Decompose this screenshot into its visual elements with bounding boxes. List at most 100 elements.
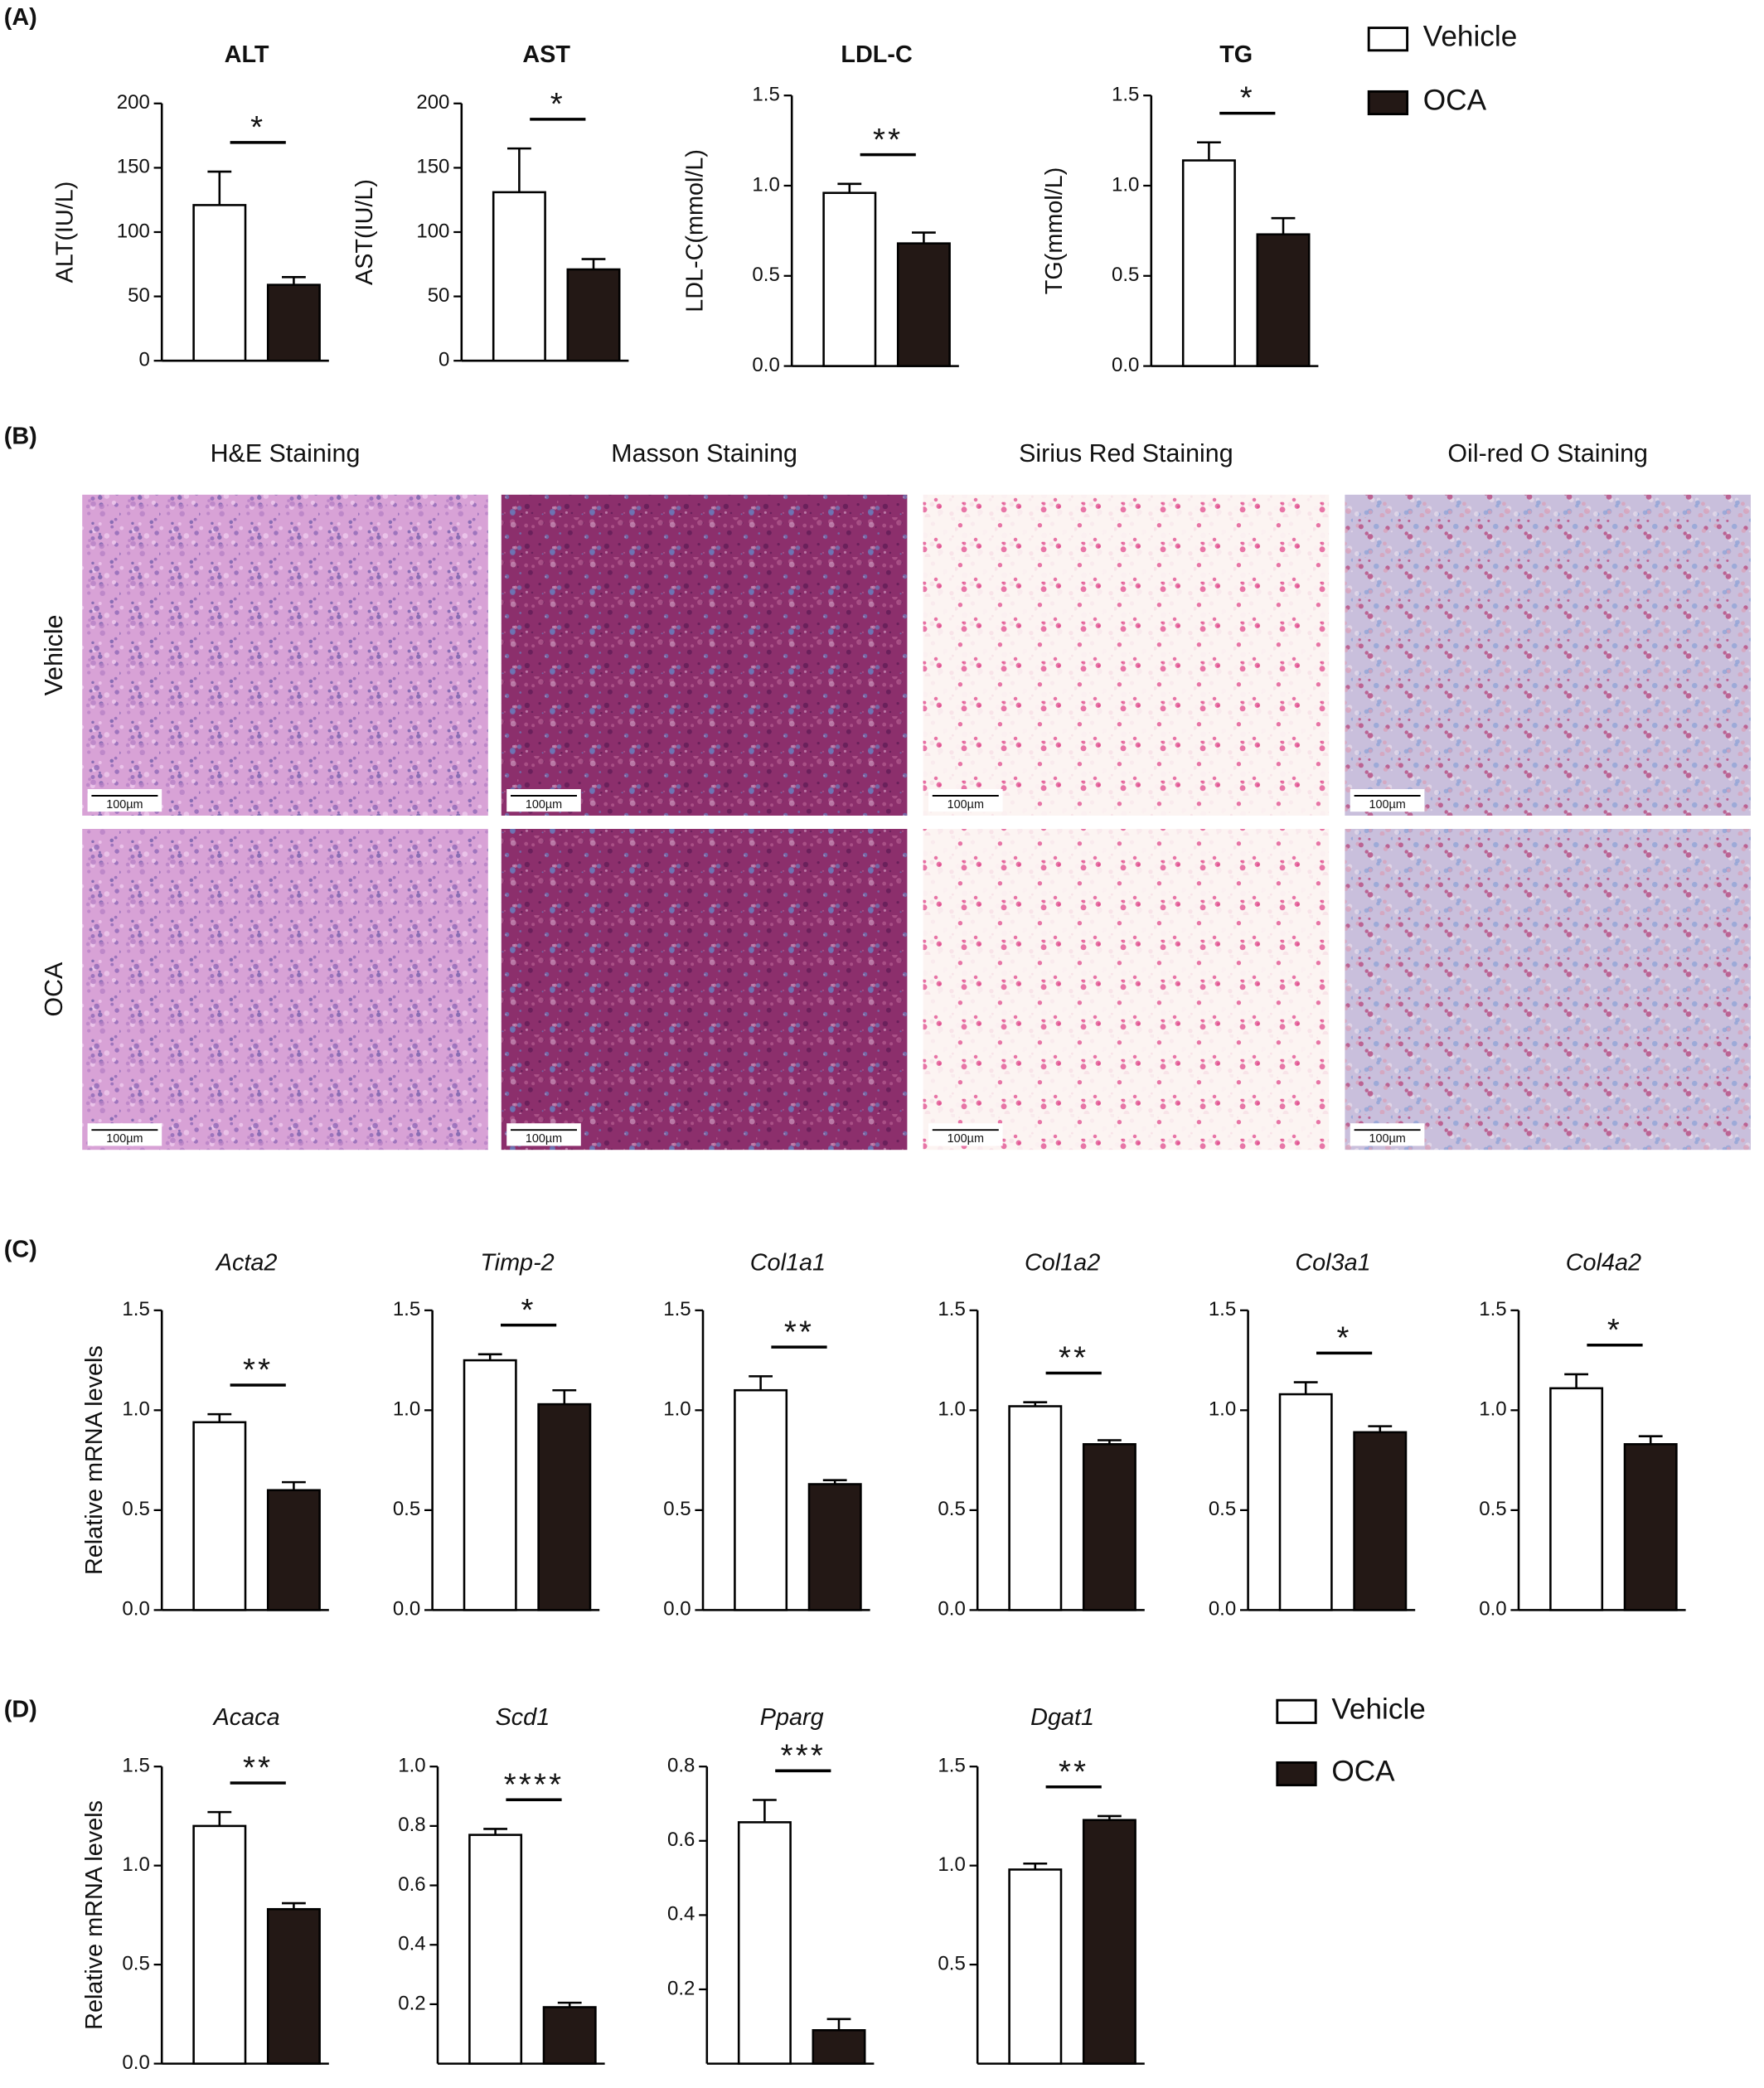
legend-swatch <box>1276 1761 1317 1787</box>
scale-bar-label: 100µm <box>106 798 143 811</box>
significance-label: * <box>1240 80 1255 116</box>
scale-bar-box <box>506 1123 581 1146</box>
histology-image <box>501 494 908 816</box>
y-tick-label: 0.0 <box>663 1598 691 1621</box>
y-tick-label: 1.5 <box>122 1298 149 1320</box>
y-tick-label: 0.4 <box>667 1903 695 1926</box>
y-tick-label: 1.0 <box>752 173 779 196</box>
bar <box>1549 1387 1604 1611</box>
histology-image <box>923 494 1330 816</box>
scale-bar-label: 100µm <box>1369 1132 1405 1146</box>
legend-label: OCA <box>1331 1755 1395 1787</box>
chart-title: Dgat1 <box>1030 1704 1094 1731</box>
y-tick-label: 0.4 <box>398 1933 425 1955</box>
y-tick-label: 150 <box>416 156 449 178</box>
bar <box>896 242 951 367</box>
bar <box>192 1421 247 1611</box>
y-tick-label: 0 <box>138 349 149 371</box>
bar <box>1082 1819 1136 2065</box>
y-tick-label: 100 <box>117 220 150 242</box>
chart-title: LDL-C <box>841 41 913 68</box>
bar <box>1278 1393 1333 1611</box>
legend-label: OCA <box>1423 84 1487 116</box>
significance-label: * <box>1337 1320 1352 1356</box>
significance-label: ** <box>784 1314 814 1349</box>
chart-title: Col1a2 <box>1025 1249 1100 1276</box>
chart-title: Acta2 <box>215 1249 278 1276</box>
significance-label: ** <box>243 1750 273 1785</box>
y-tick-label: 0.5 <box>1479 1498 1506 1520</box>
bar <box>266 1489 321 1611</box>
y-tick-label: 1.0 <box>663 1398 691 1421</box>
significance-label: *** <box>781 1737 826 1773</box>
y-tick-label: 50 <box>428 284 450 307</box>
y-tick-label: 0.5 <box>938 1952 965 1974</box>
y-tick-label: 1.5 <box>938 1755 965 1777</box>
scale-bar-box <box>928 789 1003 812</box>
chart-title: Col3a1 <box>1295 1249 1370 1276</box>
y-tick-label: 1.0 <box>393 1398 420 1421</box>
histology-image <box>1345 829 1751 1151</box>
significance-label: * <box>550 86 565 122</box>
y-tick-label: 1.0 <box>1209 1398 1236 1421</box>
y-tick-label: 0.0 <box>122 1598 149 1621</box>
y-tick-label: 0.0 <box>752 354 779 376</box>
chart-title: Col1a1 <box>750 1249 826 1276</box>
panel-label: (A) <box>4 4 37 31</box>
y-tick-label: 50 <box>128 284 150 307</box>
bar <box>266 1907 321 2065</box>
legend-label: Vehicle <box>1331 1693 1425 1725</box>
y-axis-label: AST(IU/L) <box>351 179 378 285</box>
y-tick-label: 1.0 <box>398 1755 425 1777</box>
scale-bar-box <box>87 789 162 812</box>
y-axis-label: ALT(IU/L) <box>52 182 79 283</box>
panel-label: (B) <box>4 424 37 450</box>
histology-image <box>923 829 1330 1151</box>
scale-bar-label: 100µm <box>526 1132 562 1146</box>
scale-bar-box <box>506 789 581 812</box>
histology-image <box>501 829 908 1151</box>
y-tick-label: 0.5 <box>938 1498 965 1520</box>
legend-label: Vehicle <box>1423 21 1517 53</box>
histology-image <box>82 494 488 816</box>
bar <box>812 2029 866 2065</box>
bar <box>1623 1443 1678 1611</box>
scale-bar-label: 100µm <box>526 798 562 811</box>
chart-title: TG <box>1219 41 1253 68</box>
y-tick-label: 1.5 <box>393 1298 420 1320</box>
bar <box>492 191 546 362</box>
scale-bar-label: 100µm <box>947 798 984 811</box>
y-tick-label: 1.0 <box>122 1853 149 1876</box>
column-title: Masson Staining <box>611 439 797 467</box>
y-tick-label: 200 <box>117 91 150 114</box>
y-tick-label: 0.5 <box>752 264 779 286</box>
y-tick-label: 0.5 <box>1209 1498 1236 1520</box>
significance-label: * <box>1607 1312 1622 1348</box>
bar <box>566 268 621 362</box>
y-tick-label: 0.6 <box>667 1829 695 1851</box>
significance-label: ** <box>1059 1340 1088 1376</box>
y-tick-label: 0.5 <box>393 1498 420 1520</box>
y-tick-label: 0.2 <box>398 1992 425 2014</box>
y-tick-label: 150 <box>117 156 150 178</box>
bar <box>822 191 877 367</box>
chart-title: AST <box>522 41 570 68</box>
y-tick-label: 1.5 <box>938 1298 965 1320</box>
bar <box>1008 1868 1063 2065</box>
y-tick-label: 0.0 <box>1209 1598 1236 1621</box>
panel-label: (D) <box>4 1697 37 1723</box>
column-title: Oil-red O Staining <box>1447 439 1648 467</box>
chart-title: Pparg <box>760 1704 824 1731</box>
bar <box>1008 1405 1063 1611</box>
bar <box>1353 1431 1408 1611</box>
y-tick-label: 0 <box>439 349 449 371</box>
chart-title: Scd1 <box>496 1704 550 1731</box>
y-tick-label: 0.8 <box>667 1755 695 1777</box>
scale-bar-label: 100µm <box>947 1132 984 1146</box>
significance-label: * <box>521 1292 536 1328</box>
scale-bar-box <box>87 1123 162 1146</box>
scale-bar-box <box>1350 789 1425 812</box>
chart-title: Col4a2 <box>1566 1249 1641 1276</box>
y-tick-label: 0.0 <box>1112 354 1139 376</box>
